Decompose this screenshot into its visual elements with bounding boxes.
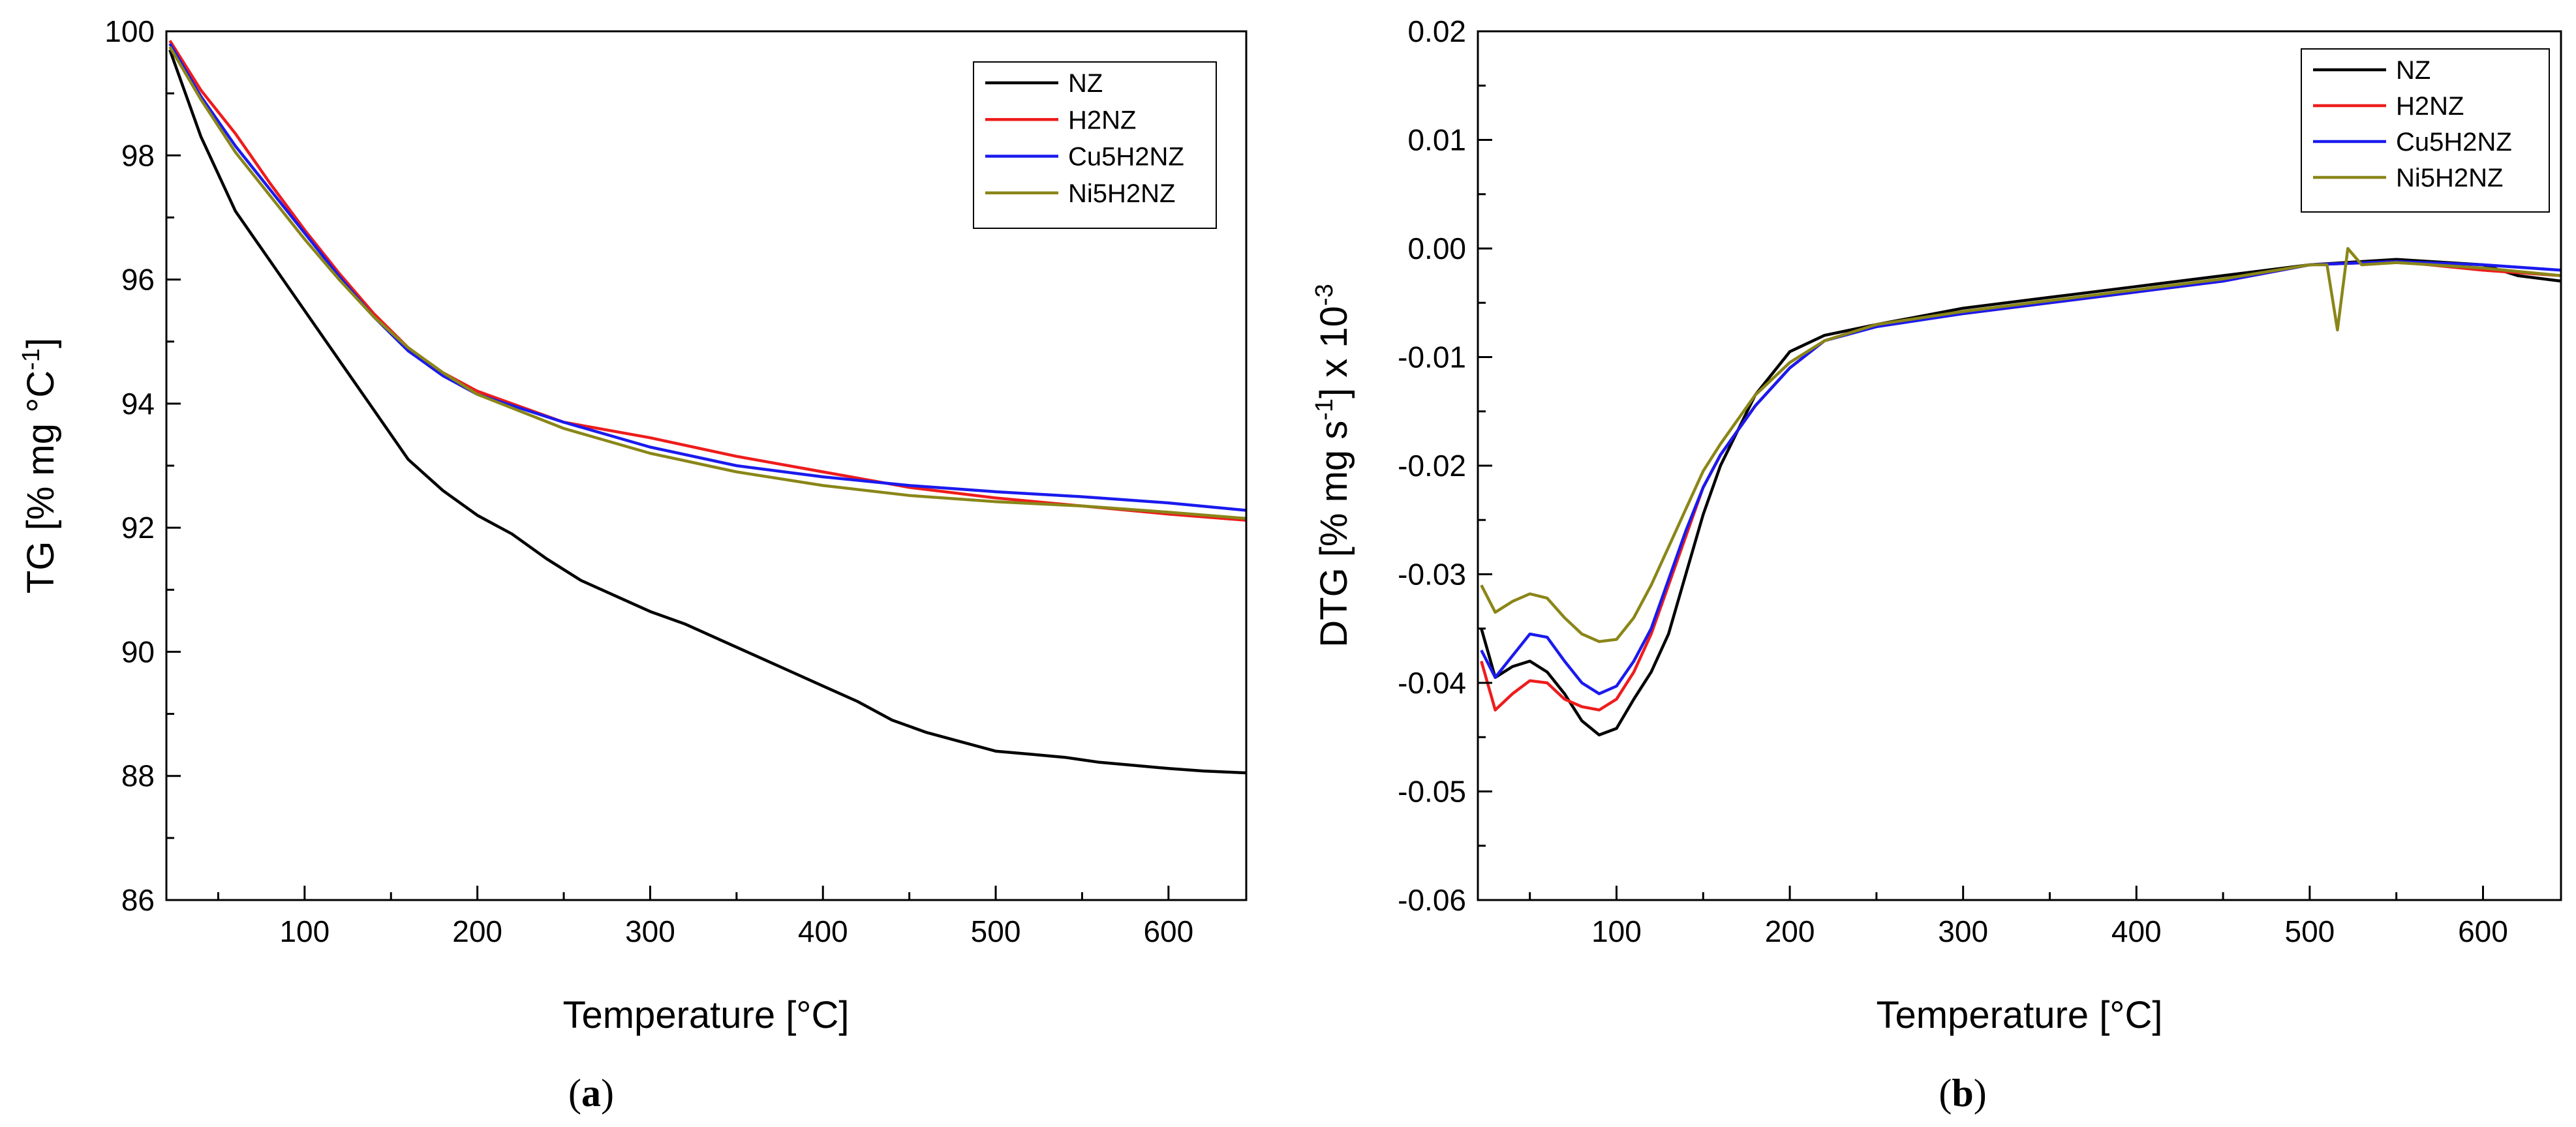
- panel-b-series-group: [1480, 247, 2562, 737]
- panel-b-dtg-chart: 100 200 300 400 500 600 0.02 0.01 0.00 -0.01 -0.02…: [1311, 14, 2562, 1115]
- series-line-ni5h2nz: [168, 46, 1247, 520]
- y-tick-label: -0.01: [1398, 340, 1466, 374]
- x-tick-label: 400: [798, 914, 848, 948]
- series-line-nz: [168, 49, 1247, 775]
- y-tick-label: 86: [121, 883, 155, 917]
- x-tick-label: 300: [625, 914, 675, 948]
- panel-b-x-axis-title: Temperature [°C]: [1876, 994, 2162, 1036]
- legend-box: [973, 61, 1217, 229]
- legend-label-h2nz: H2NZ: [2396, 92, 2464, 121]
- legend-label-cu5h2nz: Cu5H2NZ: [1068, 143, 1184, 172]
- x-tick-label: 500: [971, 914, 1021, 948]
- legend-label-ni5h2nz: Ni5H2NZ: [1068, 179, 1175, 208]
- x-tick-label: 100: [1591, 914, 1642, 948]
- y-tick-label: 92: [121, 511, 155, 545]
- series-line-nz: [1480, 258, 2562, 737]
- panel-a-x-axis-title: Temperature [°C]: [562, 994, 849, 1036]
- y-tick-label: -0.05: [1398, 775, 1466, 809]
- x-tick-label: 200: [1765, 914, 1815, 948]
- legend-label-nz: NZ: [2396, 56, 2430, 85]
- panel-a-legend: NZ H2NZ Cu5H2NZ Ni5H2NZ: [973, 61, 1217, 229]
- legend-label-ni5h2nz: Ni5H2NZ: [2396, 164, 2503, 192]
- panel-a-y-axis-title: TG [% mg °C-1]: [18, 338, 62, 594]
- panel-b-y-axis-title: DTG [% mg s-1] x 10-3: [1311, 284, 1355, 647]
- y-tick-label: 98: [121, 138, 155, 172]
- series-line-cu5h2nz: [1480, 260, 2562, 695]
- y-tick-label: 96: [121, 263, 155, 297]
- panel-a-series-group: [168, 40, 1247, 775]
- x-tick-label: 600: [2458, 914, 2508, 948]
- y-tick-label: -0.06: [1398, 883, 1466, 917]
- panel-b-caption-label: (b): [1939, 1072, 1986, 1115]
- panel-a-ticks: 100 200 300 400 500 600 86 88 90 92 94 96 98 100: [104, 14, 1193, 948]
- series-line-ni5h2nz: [1480, 247, 2562, 643]
- y-tick-label: 100: [104, 14, 155, 48]
- y-tick-label: 0.02: [1407, 14, 1466, 48]
- y-tick-label: -0.02: [1398, 449, 1466, 483]
- x-tick-label: 600: [1143, 914, 1193, 948]
- x-tick-label: 500: [2285, 914, 2335, 948]
- panel-b-ticks: 100 200 300 400 500 600 0.02 0.01 0.00 -0.01 -0.02…: [1398, 14, 2508, 948]
- x-tick-label: 200: [452, 914, 502, 948]
- y-tick-label: 88: [121, 759, 155, 793]
- x-tick-label: 400: [2111, 914, 2162, 948]
- legend-label-nz: NZ: [1068, 69, 1103, 98]
- panel-a-tg-chart: 100 200 300 400 500 600 86 88 90 92 94 96 98 100 NZ H2…: [18, 14, 1248, 1115]
- series-line-h2nz: [168, 40, 1247, 522]
- y-tick-label: 94: [121, 387, 155, 421]
- y-tick-label: 0.01: [1407, 123, 1466, 157]
- y-tick-label: 0.00: [1407, 232, 1466, 265]
- legend-label-h2nz: H2NZ: [1068, 106, 1136, 134]
- legend-box: [2301, 48, 2550, 213]
- panel-b-legend: NZ H2NZ Cu5H2NZ Ni5H2NZ: [2301, 48, 2550, 213]
- panel-a-caption-label: (a): [568, 1072, 614, 1115]
- y-tick-label: -0.03: [1398, 558, 1466, 592]
- x-tick-label: 100: [279, 914, 330, 948]
- y-tick-label: -0.04: [1398, 666, 1466, 700]
- x-tick-label: 300: [1938, 914, 1988, 948]
- legend-label-cu5h2nz: Cu5H2NZ: [2396, 128, 2512, 157]
- y-tick-label: 90: [121, 635, 155, 669]
